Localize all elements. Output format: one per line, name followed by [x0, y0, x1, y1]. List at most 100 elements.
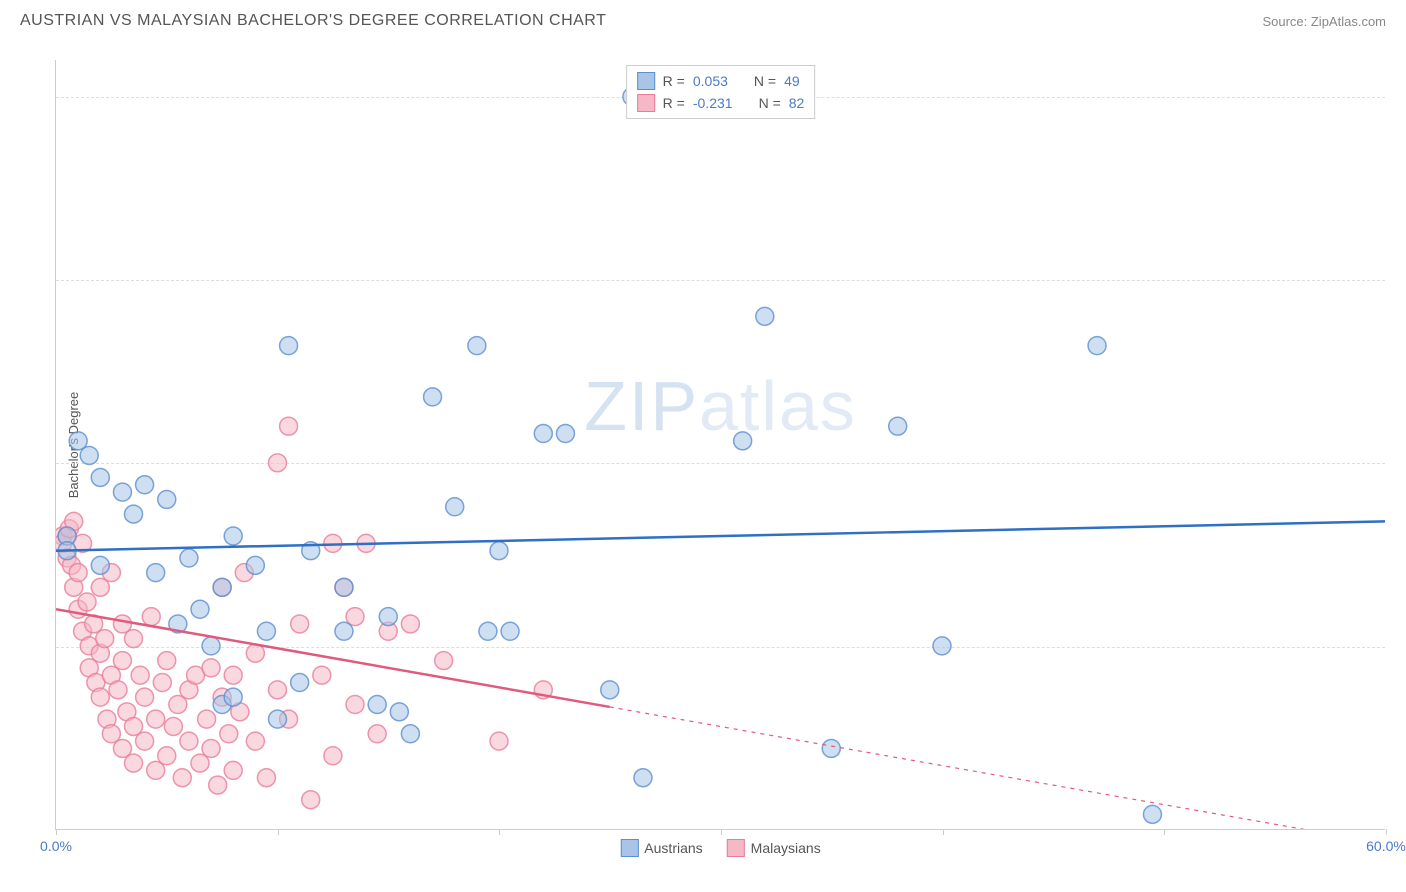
- header: AUSTRIAN VS MALAYSIAN BACHELOR'S DEGREE …: [0, 0, 1406, 38]
- scatter-point: [158, 747, 176, 765]
- legend-row: R =0.053N =49: [637, 70, 805, 92]
- scatter-point: [136, 732, 154, 750]
- legend-bottom-item: Austrians: [620, 839, 702, 857]
- scatter-point: [490, 732, 508, 750]
- scatter-point: [1088, 337, 1106, 355]
- legend-row: R =-0.231N =82: [637, 92, 805, 114]
- scatter-point: [224, 761, 242, 779]
- legend-n-value: 49: [784, 73, 800, 89]
- scatter-point: [335, 622, 353, 640]
- legend-n-value: 82: [789, 95, 805, 111]
- scatter-point: [246, 556, 264, 574]
- scatter-point: [291, 615, 309, 633]
- scatter-point: [346, 696, 364, 714]
- scatter-point: [78, 593, 96, 611]
- scatter-point: [142, 608, 160, 626]
- scatter-point: [125, 754, 143, 772]
- scatter-point: [91, 688, 109, 706]
- legend-swatch: [620, 839, 638, 857]
- scatter-point: [131, 666, 149, 684]
- chart-area: Bachelor's Degree ZIPatlas R =0.053N =49…: [55, 60, 1385, 830]
- scatter-point: [424, 388, 442, 406]
- scatter-point: [246, 732, 264, 750]
- scatter-point: [147, 564, 165, 582]
- plot-svg: [56, 60, 1385, 829]
- scatter-point: [280, 417, 298, 435]
- scatter-point: [136, 688, 154, 706]
- scatter-point: [257, 622, 275, 640]
- scatter-point: [269, 710, 287, 728]
- scatter-point: [224, 666, 242, 684]
- scatter-point: [180, 549, 198, 567]
- scatter-point: [933, 637, 951, 655]
- scatter-point: [91, 556, 109, 574]
- scatter-point: [379, 608, 397, 626]
- scatter-point: [153, 674, 171, 692]
- scatter-point: [401, 725, 419, 743]
- scatter-point: [213, 578, 231, 596]
- scatter-point: [224, 688, 242, 706]
- scatter-point: [634, 769, 652, 787]
- scatter-point: [158, 652, 176, 670]
- scatter-point: [257, 769, 275, 787]
- legend-bottom-label: Malaysians: [751, 840, 821, 856]
- legend-n-label: N =: [759, 95, 781, 111]
- scatter-point: [479, 622, 497, 640]
- x-tick: [1164, 829, 1165, 835]
- legend-bottom: Austrians Malaysians: [620, 839, 820, 857]
- scatter-point: [125, 630, 143, 648]
- scatter-point: [302, 791, 320, 809]
- scatter-point: [173, 769, 191, 787]
- scatter-point: [202, 659, 220, 677]
- regression-line: [56, 521, 1385, 550]
- legend-swatch: [637, 94, 655, 112]
- scatter-point: [164, 717, 182, 735]
- x-tick: [278, 829, 279, 835]
- scatter-point: [191, 600, 209, 618]
- legend-swatch: [727, 839, 745, 857]
- scatter-point: [209, 776, 227, 794]
- scatter-point: [401, 615, 419, 633]
- scatter-point: [202, 739, 220, 757]
- legend-n-label: N =: [754, 73, 776, 89]
- scatter-point: [80, 446, 98, 464]
- scatter-point: [1143, 805, 1161, 823]
- scatter-point: [468, 337, 486, 355]
- scatter-point: [490, 542, 508, 560]
- regression-line-dashed: [610, 707, 1385, 829]
- scatter-point: [113, 483, 131, 501]
- scatter-point: [501, 622, 519, 640]
- scatter-point: [269, 454, 287, 472]
- scatter-point: [136, 476, 154, 494]
- scatter-point: [313, 666, 331, 684]
- scatter-point: [368, 725, 386, 743]
- scatter-point: [96, 630, 114, 648]
- x-tick: [721, 829, 722, 835]
- scatter-point: [368, 696, 386, 714]
- legend-r-value: -0.231: [693, 95, 733, 111]
- x-tick: [1386, 829, 1387, 835]
- source-attribution: Source: ZipAtlas.com: [1262, 14, 1386, 29]
- scatter-point: [601, 681, 619, 699]
- scatter-point: [109, 681, 127, 699]
- scatter-point: [291, 674, 309, 692]
- x-tick: [56, 829, 57, 835]
- x-tick-label: 60.0%: [1366, 838, 1406, 854]
- scatter-point: [446, 498, 464, 516]
- scatter-point: [756, 307, 774, 325]
- scatter-point: [822, 739, 840, 757]
- scatter-point: [220, 725, 238, 743]
- scatter-point: [335, 578, 353, 596]
- legend-r-label: R =: [663, 73, 685, 89]
- scatter-point: [125, 505, 143, 523]
- scatter-point: [435, 652, 453, 670]
- x-tick: [943, 829, 944, 835]
- scatter-point: [269, 681, 287, 699]
- legend-swatch: [637, 72, 655, 90]
- legend-bottom-label: Austrians: [644, 840, 702, 856]
- x-tick-label: 0.0%: [40, 838, 72, 854]
- scatter-point: [534, 425, 552, 443]
- chart-title: AUSTRIAN VS MALAYSIAN BACHELOR'S DEGREE …: [20, 12, 606, 30]
- scatter-point: [889, 417, 907, 435]
- scatter-point: [280, 337, 298, 355]
